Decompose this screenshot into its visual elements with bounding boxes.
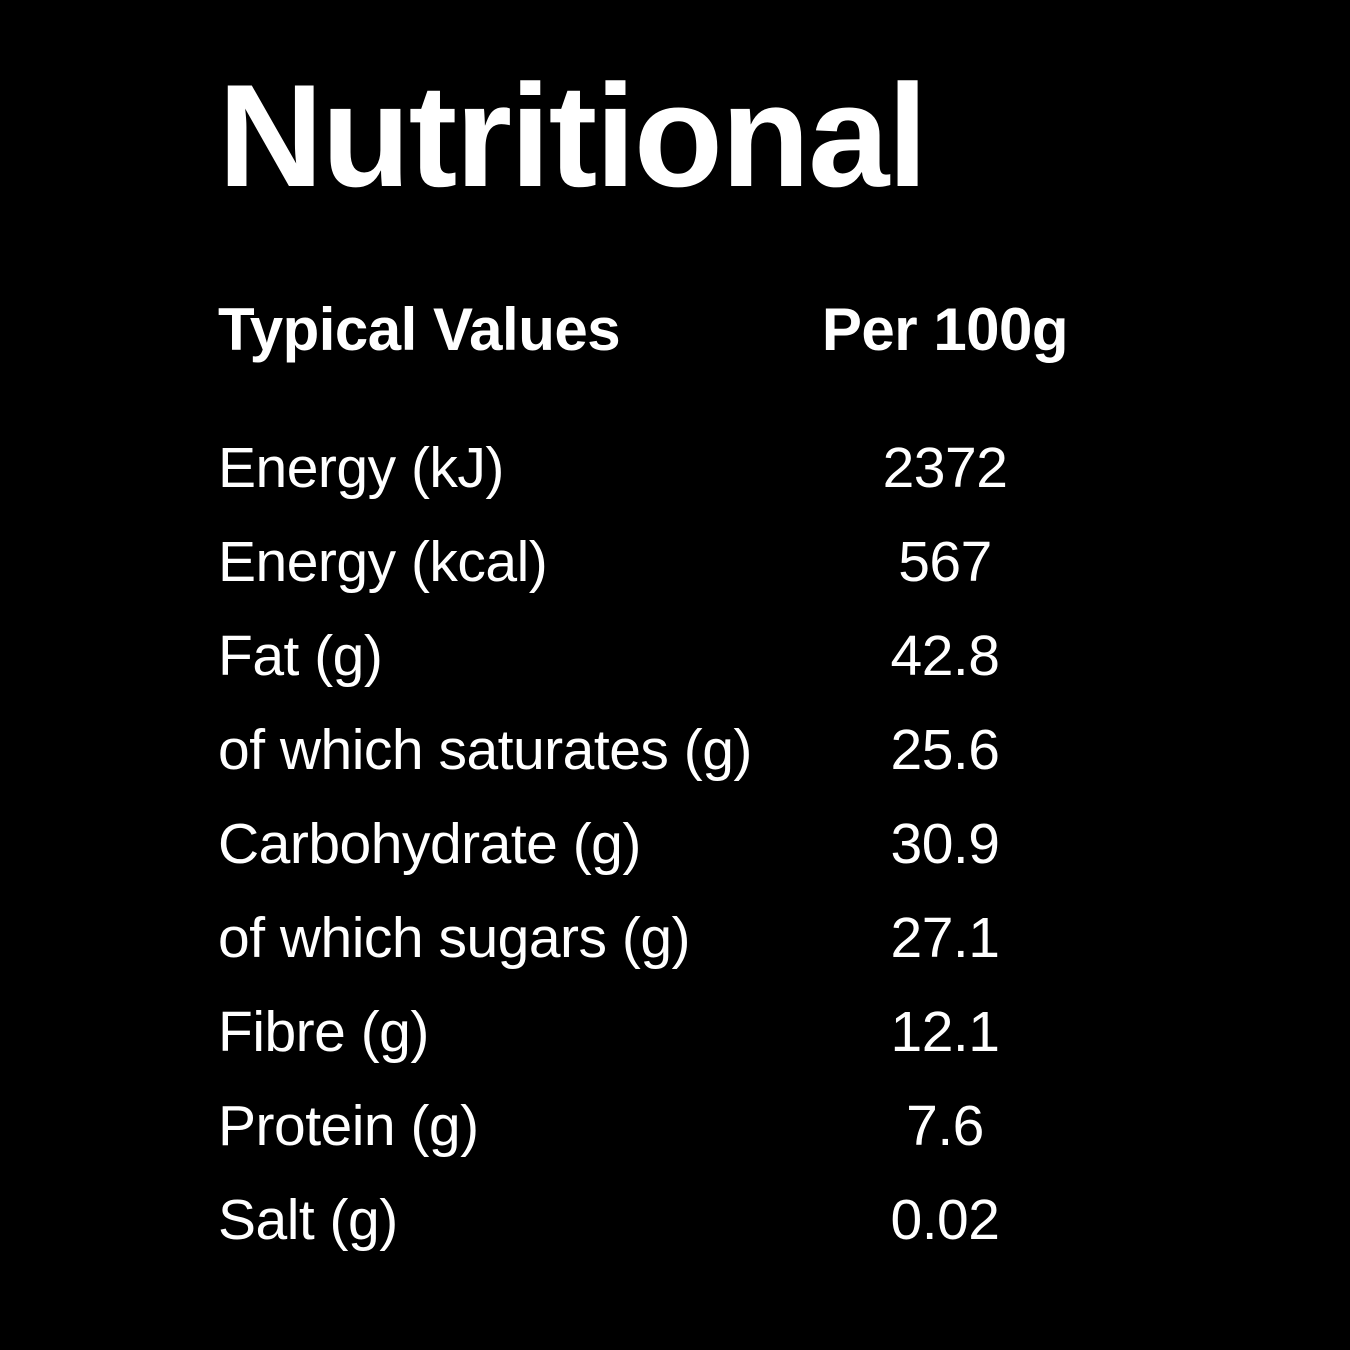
row-value: 42.8 (890, 623, 1000, 688)
header-per-100g: Per 100g (821, 296, 1069, 364)
table-row: of which saturates (g) 25.6 (218, 703, 1120, 797)
table-header-row: Typical Values Per 100g (218, 295, 1120, 365)
row-label: Salt (g) (218, 1187, 398, 1252)
row-value: 30.9 (890, 811, 1000, 876)
row-value: 0.02 (890, 1187, 1000, 1252)
row-label: Fat (g) (218, 623, 383, 688)
table-row: Salt (g) 0.02 (218, 1173, 1120, 1267)
row-value: 27.1 (890, 905, 1000, 970)
row-label: of which saturates (g) (218, 717, 752, 782)
table-row: of which sugars (g) 27.1 (218, 891, 1120, 985)
table-row: Protein (g) 7.6 (218, 1079, 1120, 1173)
row-label: Carbohydrate (g) (218, 811, 641, 876)
row-label: Energy (kJ) (218, 435, 504, 500)
table-row: Fat (g) 42.8 (218, 609, 1120, 703)
row-label: Protein (g) (218, 1093, 479, 1158)
row-value: 12.1 (890, 999, 1000, 1064)
row-label: Energy (kcal) (218, 529, 548, 594)
row-value: 567 (898, 529, 992, 594)
nutrition-table: Typical Values Per 100g Energy (kJ) 2372… (218, 295, 1120, 1267)
table-row: Energy (kcal) 567 (218, 515, 1120, 609)
table-body: Energy (kJ) 2372 Energy (kcal) 567 Fat (… (218, 421, 1120, 1267)
row-value: 25.6 (890, 717, 1000, 782)
row-value: 2372 (882, 435, 1008, 500)
table-row: Energy (kJ) 2372 (218, 421, 1120, 515)
page-title: Nutritional (218, 54, 928, 217)
table-row: Fibre (g) 12.1 (218, 985, 1120, 1079)
table-row: Carbohydrate (g) 30.9 (218, 797, 1120, 891)
header-typical-values: Typical Values (218, 296, 621, 364)
row-label: Fibre (g) (218, 999, 429, 1064)
row-value: 7.6 (906, 1093, 984, 1158)
row-label: of which sugars (g) (218, 905, 691, 970)
